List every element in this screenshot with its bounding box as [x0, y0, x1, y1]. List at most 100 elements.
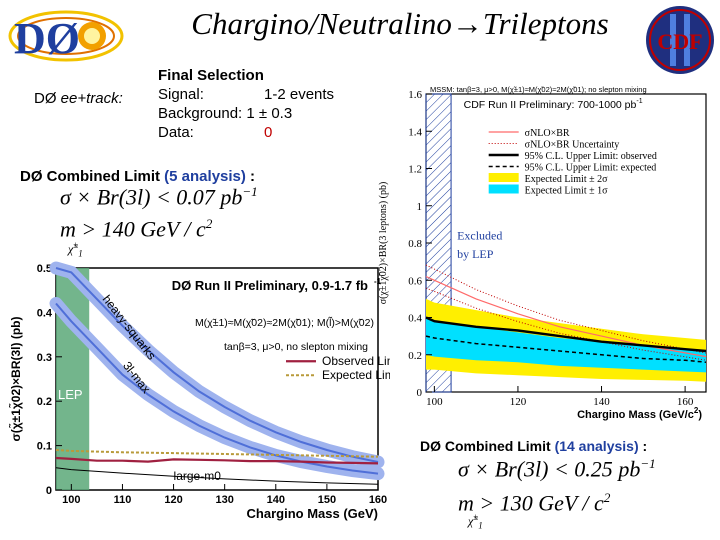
legend-observed-label: Observed Limit: [322, 354, 390, 368]
chart-condition: M(χ̃±1)≈M(χ̃02)≈2M(χ̃01); M(l̃)>M(χ̃02): [195, 316, 374, 329]
d0-experiment: DØ: [34, 90, 57, 107]
eq-lhs: σ × Br(3l) < 0.25: [458, 456, 613, 482]
x-tick-label: 100: [62, 494, 80, 506]
y-axis-label: σ(χ̃±1χ̃02)×BR(3 leptons) (pb): [378, 182, 389, 305]
limit-heading-prefix: DØ Combined Limit: [420, 438, 555, 454]
observed-limit-line: [425, 316, 707, 353]
sigma-nlo-line: [425, 275, 707, 358]
large-m0-line: [55, 467, 379, 485]
cdf-limit-heading: DØ Combined Limit (14 analysis) :: [420, 438, 647, 454]
x-tick-label: 140: [593, 396, 610, 408]
subscript-sup: ±: [473, 512, 479, 522]
chart-title: CDF Run II Preliminary: 700-1000 pb-1: [464, 98, 643, 111]
legend-1sigma-swatch: [488, 184, 519, 194]
subscript-chi: χ̃: [68, 242, 74, 256]
chart-title-sup: -1: [374, 277, 382, 286]
eq-lhs: σ × Br(3l) < 0.07: [60, 184, 215, 210]
eq-exp: −1: [640, 456, 656, 471]
lep-excluded-label: Excluded: [457, 228, 502, 242]
limit-heading-suffix: :: [638, 438, 648, 454]
subscript-sub: 1: [78, 248, 83, 259]
page-title: Chargino/Neutralino→Trileptons: [191, 6, 609, 41]
y-tick-label: 1.2: [408, 164, 422, 176]
chart-condition: tanβ=3, μ>0, no slepton mixing: [224, 341, 368, 353]
y-tick-label: 0.2: [37, 396, 52, 408]
legend-label: σNLO×BR Uncertainty: [525, 140, 620, 151]
selection-label: Data:: [158, 124, 194, 141]
y-tick-label: 0.8: [408, 238, 422, 250]
cdf-mass-subscript: χ̃±1: [468, 512, 483, 530]
d0-limit-chart: LEP 100 110 120 130 140 150 160 0 0.1 0.2 0.3 0.4 0.5…: [8, 261, 390, 521]
legend-expected-label: Expected Limit: [322, 368, 390, 382]
final-selection: Final Selection Signal: 1-2 events Backgr…: [158, 66, 334, 142]
observed-limit-line: [55, 456, 379, 465]
limit-heading-highlight: (14 analysis): [554, 438, 639, 454]
x-axis-label: Chargino Mass (GeV): [247, 506, 378, 521]
legend-label: 95% C.L. Upper Limit: expected: [525, 163, 657, 174]
expected-limit-line: [425, 335, 707, 363]
3l-max-line: [55, 302, 379, 475]
y-tick-label: 0.6: [408, 275, 422, 287]
subscript-sup: ±: [73, 240, 79, 250]
final-selection-heading: Final Selection: [158, 67, 264, 84]
eq-unit: pb: [220, 184, 243, 210]
cdf-xsec-limit-equation: σ × Br(3l) < 0.25 pb−1: [458, 456, 656, 482]
d0-mass-limit-equation: m > 140 GeV / c2: [60, 216, 212, 242]
y-tick-label: 0: [417, 387, 423, 399]
d0-limit-heading: DØ Combined Limit (5 analysis) :: [20, 168, 255, 185]
expected-limit-line: [55, 449, 379, 458]
lep-region-label: LEP: [58, 387, 83, 402]
chart-title-sup: -1: [636, 98, 642, 105]
eq-rhs-sup: 2: [205, 216, 213, 231]
y-tick-label: 0.4: [37, 307, 53, 319]
y-tick-label: 1: [417, 201, 423, 213]
selection-row-signal: Signal: 1-2 events: [158, 85, 334, 104]
x-tick-label: 140: [267, 494, 285, 506]
eq-exp: −1: [242, 184, 258, 199]
selection-row-background: Background: 1 ± 0.3: [158, 104, 334, 123]
y-tick-label: 0.2: [408, 350, 422, 362]
legend-label: 95% C.L. Upper Limit: observed: [525, 151, 657, 162]
selection-label: Background:: [158, 105, 243, 122]
heavy-squarks-line: [55, 267, 379, 463]
eq-rhs-sup: 2: [603, 490, 611, 505]
legend-label: σNLO×BR: [525, 128, 570, 139]
y-tick-label: 1.6: [408, 89, 422, 101]
x-axis-label-sup: 2: [694, 406, 699, 415]
d0-channel-label: DØ ee+track:: [34, 90, 123, 107]
x-tick-label: 160: [677, 396, 694, 408]
expected-1sigma-band: [426, 317, 706, 373]
x-tick-label: 150: [318, 494, 336, 506]
sigma-nlo-upper: [425, 264, 707, 354]
y-tick-label: 0.1: [37, 441, 52, 453]
y-tick-label: 0.5: [37, 263, 52, 275]
legend-2sigma-swatch: [488, 173, 519, 182]
x-tick-label: 120: [164, 494, 182, 506]
x-axis-label-main: Chargino Mass (GeV/c: [577, 409, 694, 421]
d0-mass-subscript: χ̃±1: [68, 240, 83, 258]
d0-logo: DØ: [6, 6, 132, 66]
subscript-chi: χ̃: [468, 514, 474, 528]
selection-value: 0: [264, 124, 273, 141]
eq-unit: pb: [618, 456, 641, 482]
d0-xsec-limit-equation: σ × Br(3l) < 0.07 pb−1: [60, 184, 258, 210]
d0-channel: ee+track:: [60, 90, 123, 107]
y-tick-label: 0: [46, 485, 52, 497]
limit-heading-prefix: DØ Combined Limit: [20, 168, 165, 185]
x-axis-label-suffix: ): [698, 409, 702, 421]
selection-label: Signal:: [158, 86, 204, 103]
cdf-logo: CDF: [646, 6, 714, 74]
chart-title: DØ Run II Preliminary, 0.9-1.7 fb: [172, 278, 368, 293]
eq-lhs: m: [458, 490, 474, 516]
lep-excluded-label2: by LEP: [457, 247, 494, 261]
x-tick-label: 110: [114, 494, 132, 506]
selection-value: 1 ± 0.3: [246, 105, 293, 122]
sigma-nlo-lower: [425, 287, 707, 361]
limit-heading-highlight: (5 analysis): [164, 168, 246, 185]
eq-lhs: m: [60, 216, 76, 242]
x-tick-label: 100: [426, 396, 443, 408]
y-tick-label: 0.3: [37, 352, 52, 364]
cdf-mass-limit-equation: m > 130 GeV / c2: [458, 490, 610, 516]
large-m0-label: large-m0: [174, 469, 222, 483]
x-axis-label: Chargino Mass (GeV/c2): [577, 406, 702, 421]
